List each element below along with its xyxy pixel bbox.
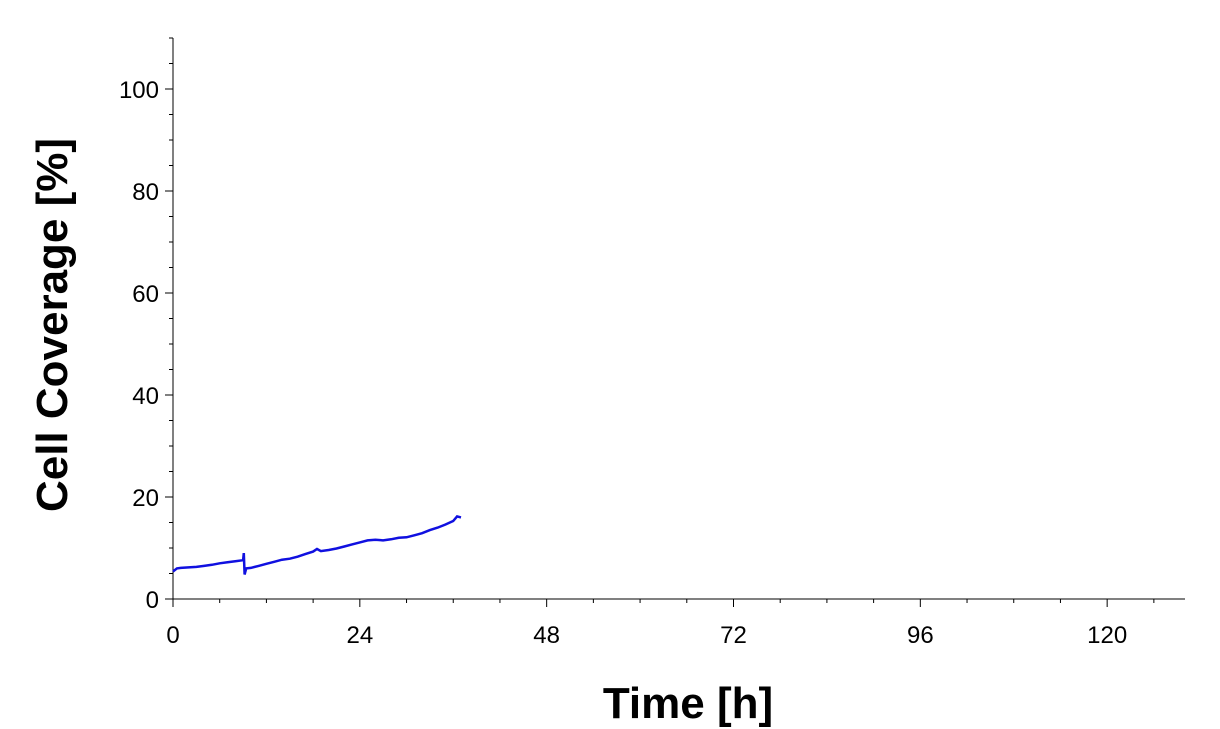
y-tick-label: 0 [146,587,159,614]
y-tick-label: 20 [132,485,159,512]
data-line [172,514,462,575]
x-tick-label: 120 [1087,622,1127,649]
y-tick-label: 80 [132,179,159,206]
y-tick-label: 40 [132,383,159,410]
x-tick-label: 96 [907,622,934,649]
x-tick-label: 72 [720,622,747,649]
x-tick-label: 48 [533,622,560,649]
y-tick-label: 60 [132,281,159,308]
y-tick-label: 100 [119,77,159,104]
y-axis-title: Cell Coverage [%] [28,138,77,512]
x-axis-title: Time [h] [603,679,773,728]
x-tick-label: 0 [166,622,179,649]
x-tick-label: 24 [346,622,373,649]
